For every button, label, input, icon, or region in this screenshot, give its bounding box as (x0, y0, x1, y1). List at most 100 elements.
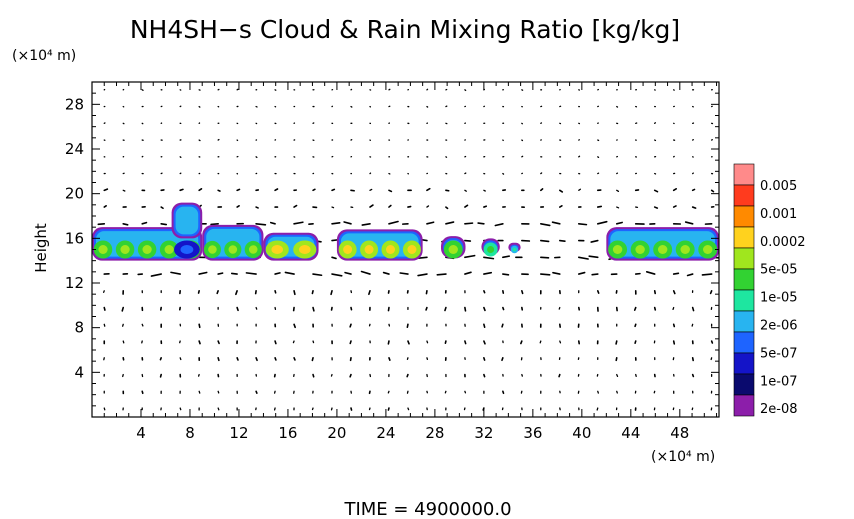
wind-vector (407, 407, 410, 411)
wind-vector (559, 239, 566, 242)
wind-vector (672, 290, 676, 295)
wind-vector (672, 188, 678, 192)
wind-vector (388, 220, 399, 225)
wind-vector (502, 172, 505, 175)
wind-vector (590, 239, 599, 243)
x-unit-label: (×10⁴ m) (651, 449, 715, 465)
wind-vector (274, 290, 277, 294)
wind-vector (97, 223, 106, 226)
wind-vector (369, 188, 373, 191)
wind-vector (141, 390, 144, 395)
wind-vector (361, 223, 371, 226)
wind-vector (539, 340, 542, 344)
x-tick-label: 28 (425, 424, 444, 442)
wind-vector (691, 373, 695, 378)
wind-vector (483, 256, 495, 260)
wind-vector (349, 340, 352, 345)
wind-vector (349, 323, 352, 328)
wind-vector (406, 373, 409, 378)
wind-vector (198, 188, 203, 192)
wind-vector (197, 373, 200, 377)
wind-vector (160, 223, 168, 226)
wind-vector (633, 306, 637, 311)
wind-vector (330, 373, 333, 377)
wind-vector (331, 221, 341, 225)
wind-vector (217, 272, 224, 275)
wind-vector (141, 89, 144, 91)
wind-vector (596, 407, 599, 411)
cloud-core-inner (448, 245, 458, 254)
wind-vector (170, 271, 181, 275)
wind-vector (464, 204, 469, 208)
x-tick-label: 48 (670, 424, 689, 442)
wind-vector (502, 255, 511, 259)
wind-vector (540, 273, 551, 276)
x-tick-label: 32 (474, 424, 493, 442)
cloud-core-inner (343, 245, 353, 254)
wind-vector (407, 340, 410, 345)
wind-vector (551, 221, 561, 225)
wind-vector (103, 290, 105, 293)
wind-vector (293, 221, 304, 225)
wind-vector (444, 390, 447, 394)
wind-vector (255, 223, 267, 226)
wind-vector (141, 221, 148, 225)
colorbar-swatch (733, 352, 755, 375)
wind-vector (691, 306, 695, 312)
wind-vector (121, 306, 125, 312)
wind-vector (159, 357, 162, 361)
wind-vector (387, 340, 390, 345)
wind-vector (274, 340, 277, 345)
wind-vector (122, 189, 126, 192)
wind-vector (269, 221, 276, 225)
y-tick-label: 12 (65, 274, 84, 292)
cloud-core-inner (248, 245, 258, 254)
wind-vector (616, 206, 620, 209)
wind-vector (236, 306, 239, 312)
wind-vector (426, 205, 430, 208)
colorbar-label: 0.001 (760, 207, 797, 222)
wind-vector (588, 255, 599, 259)
cloud-core-inner (271, 245, 284, 254)
colorbar-label: 2e-06 (760, 319, 798, 334)
wind-vector (577, 271, 586, 275)
wind-vector (615, 357, 618, 362)
wind-vector (653, 306, 657, 311)
wind-vector (159, 373, 162, 378)
wind-vector (198, 340, 201, 345)
cloud-region-layer (92, 202, 719, 261)
wind-vector (349, 373, 352, 378)
wind-vector (483, 306, 486, 312)
wind-vector (559, 205, 563, 208)
wind-vector (210, 223, 219, 226)
wind-vector (634, 340, 637, 345)
cloud-core-inner (208, 245, 217, 254)
wind-vector (616, 390, 618, 394)
wind-vector (382, 271, 390, 275)
x-tick-label: 4 (136, 424, 146, 442)
cloud-core-inner (407, 245, 417, 254)
wind-vector (521, 290, 524, 295)
wind-vector (150, 273, 162, 277)
wind-vector (615, 340, 618, 345)
colorbar-label: 1e-07 (760, 374, 798, 389)
x-tick-label: 44 (621, 424, 640, 442)
wind-vector (426, 187, 431, 192)
wind-vector (387, 407, 390, 411)
wind-vector (596, 290, 600, 294)
cloud-core-inner (98, 245, 108, 254)
cloud-core-inner (703, 245, 713, 254)
wind-vector (672, 205, 677, 208)
wind-vector (236, 357, 239, 361)
wind-vector (311, 357, 314, 362)
wind-vector (426, 221, 435, 225)
wind-vector (540, 172, 543, 175)
wind-vector (464, 390, 467, 394)
wind-vector (198, 271, 208, 275)
wind-vector (160, 206, 164, 210)
wind-vector (388, 357, 391, 361)
wind-vector (483, 323, 486, 328)
y-tick-label: 20 (65, 185, 84, 203)
colorbar-label: 1e-05 (760, 291, 798, 306)
